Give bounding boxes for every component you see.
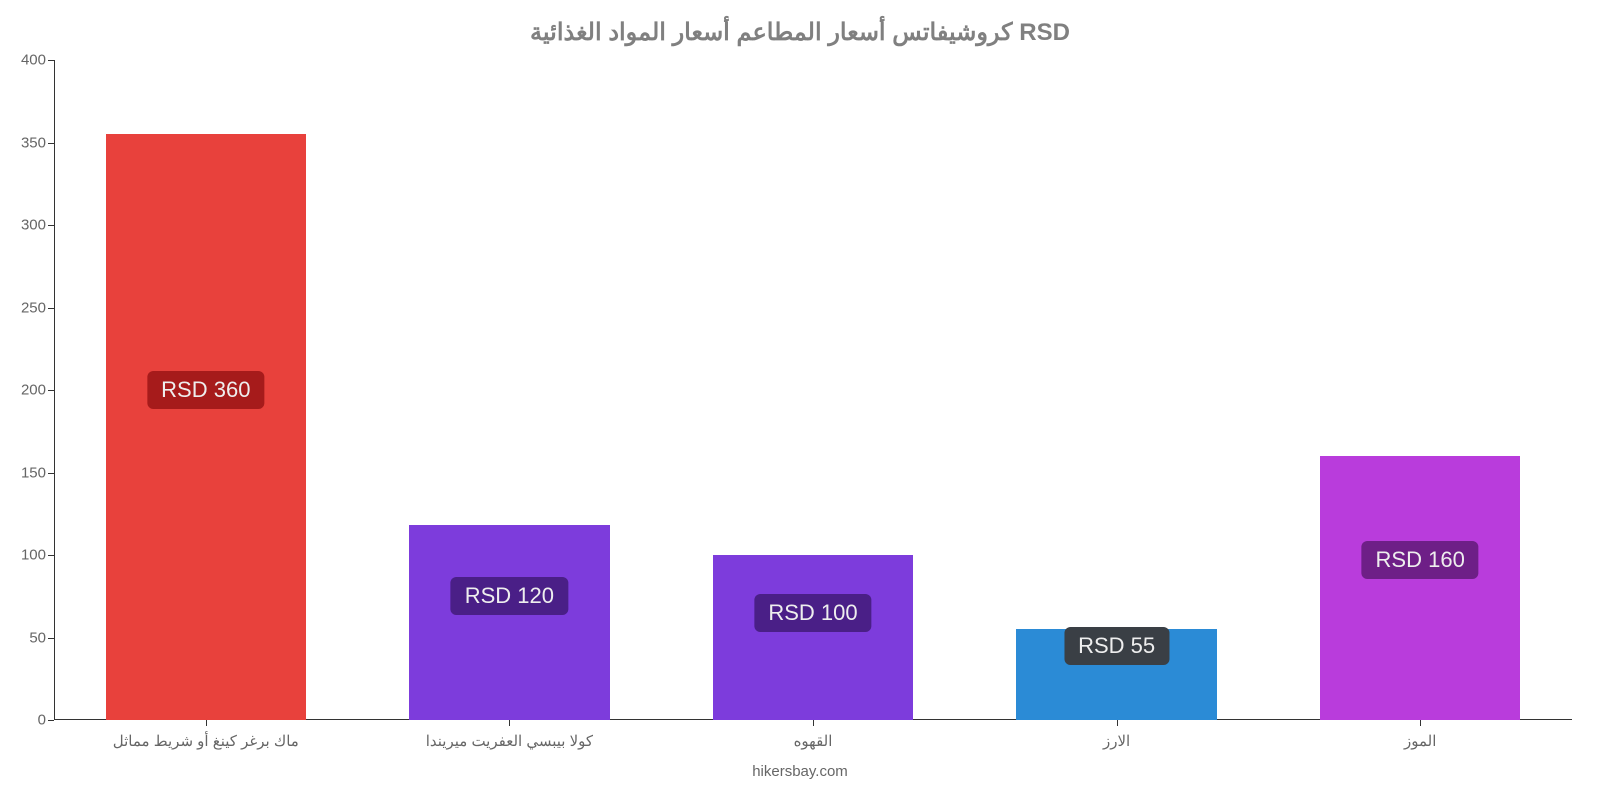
bars-group: RSD 360ماك برغر كينغ أو شريط مماثلRSD 12… (54, 60, 1572, 720)
x-tick-mark (1117, 720, 1118, 726)
y-tick-label: 250 (21, 299, 46, 316)
x-tick-mark (206, 720, 207, 726)
y-tick-label: 0 (38, 712, 46, 729)
x-tick-mark (813, 720, 814, 726)
x-tick-label: الموز (1404, 732, 1436, 750)
bar-value-badge: RSD 120 (451, 577, 568, 615)
x-tick-label: الارز (1103, 732, 1130, 750)
x-tick-mark (509, 720, 510, 726)
bar-value-badge: RSD 55 (1064, 627, 1169, 665)
plot-area: 050100150200250300350400 RSD 360ماك برغر… (54, 60, 1572, 720)
bar-value-badge: RSD 360 (147, 371, 264, 409)
price-bar-chart: كروشيفاتس أسعار المطاعم أسعار المواد الغ… (0, 0, 1600, 800)
x-tick-label: كولا بيبسي العفريت ميريندا (426, 732, 593, 750)
y-tick-label: 100 (21, 547, 46, 564)
bar-value-badge: RSD 160 (1362, 541, 1479, 579)
y-tick-label: 350 (21, 134, 46, 151)
y-tick-label: 300 (21, 217, 46, 234)
source-label: hikersbay.com (752, 763, 848, 780)
chart-title: كروشيفاتس أسعار المطاعم أسعار المواد الغ… (0, 0, 1600, 47)
y-tick-label: 50 (29, 629, 46, 646)
bar (106, 134, 306, 720)
bar (409, 525, 609, 720)
y-tick-mark (48, 720, 54, 721)
x-tick-mark (1420, 720, 1421, 726)
y-tick-label: 400 (21, 52, 46, 69)
bar (713, 555, 913, 720)
bar (1320, 456, 1520, 720)
x-tick-label: القهوه (794, 732, 833, 750)
y-tick-label: 150 (21, 464, 46, 481)
bar-value-badge: RSD 100 (754, 594, 871, 632)
y-tick-label: 200 (21, 382, 46, 399)
x-tick-label: ماك برغر كينغ أو شريط مماثل (113, 732, 299, 750)
